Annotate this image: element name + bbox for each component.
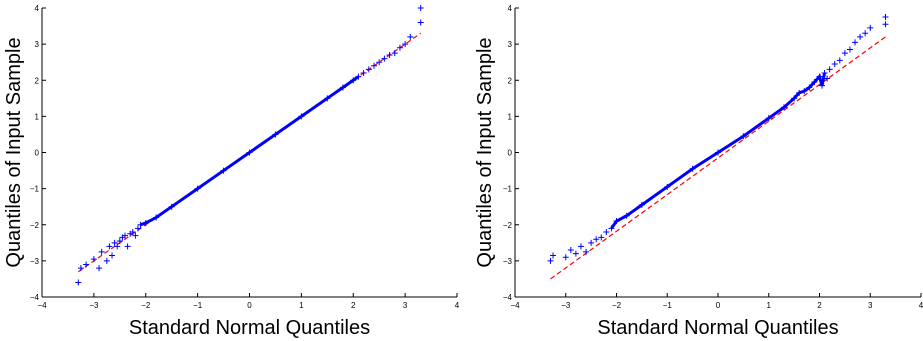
data-point [376,59,383,66]
data-point [882,21,889,28]
y-tick-label: −2 [503,221,513,230]
data-point [129,228,136,235]
data-point [77,265,84,272]
data-point [824,75,831,82]
data-point [360,70,367,77]
data-point [417,5,424,11]
x-tick-label: 2 [817,301,822,310]
x-tick-label: −3 [89,301,99,310]
y-tick-label: 3 [508,40,513,49]
data-point [106,243,113,250]
x-tick-label: −4 [37,301,47,310]
x-tick-label: 4 [919,301,923,310]
data-point [381,55,388,62]
data-point [90,256,97,263]
x-axis-label: Standard Normal Quantiles [597,317,838,339]
data-point [862,30,869,37]
y-tick-label: −1 [30,185,40,194]
data-point [396,44,403,51]
y-tick-label: 4 [35,4,40,13]
data-point [83,261,90,268]
y-tick-label: 1 [35,112,40,121]
data-point [96,265,103,272]
data-point [841,50,848,57]
data-point [391,50,398,57]
chart-panel-2: −4 −3 −2 −1 0 1 2 3 4 −4 −3 −2 −1 0 1 2 3 4 Standard Norma… [474,4,923,339]
data-point [836,57,843,64]
data-point [103,257,110,264]
data-point [572,250,579,257]
data-point [846,46,853,53]
data-point [598,234,605,241]
y-axis-label: Quantiles of Input Sample [3,37,25,267]
x-tick-label: 1 [767,301,772,310]
data-point [603,228,610,235]
x-axis-label: Standard Normal Quantiles [129,317,370,339]
data-point [593,236,600,243]
y-tick-label: −3 [503,257,513,266]
data-point [831,60,838,67]
data-point [386,51,393,58]
data-point [75,279,82,286]
x-tick-label: −4 [510,301,520,310]
x-tick-label: −3 [561,301,571,310]
data-point [852,39,859,46]
data-point [407,33,414,40]
y-tick-label: 0 [35,149,40,158]
data-point [109,252,116,259]
y-tick-label: 2 [35,76,40,85]
data-point [116,238,123,245]
data-point [577,243,584,250]
data-point [402,41,409,48]
y-tick-label: −3 [30,257,40,266]
x-tick-label: 3 [868,301,873,310]
x-tick-label: 3 [403,301,408,310]
data-point [547,257,554,264]
data-point [111,239,118,246]
y-tick-label: −2 [30,221,40,230]
y-tick-label: 4 [508,4,513,13]
x-tick-label: 0 [716,301,721,310]
data-point [134,225,141,232]
x-tick-label: 2 [351,301,356,310]
data-point [417,19,424,26]
data-point [583,248,590,255]
x-tick-label: 0 [247,301,252,310]
y-axis-label: Quantiles of Input Sample [474,37,496,267]
data-point [371,62,377,69]
y-tick-label: −4 [503,293,513,302]
x-tick-label: −2 [141,301,151,310]
data-series-band [140,75,360,227]
y-tick-label: −4 [30,293,40,302]
data-point [857,33,864,40]
y-tick-label: 3 [35,40,40,49]
data-point [826,66,833,73]
data-series-band [610,72,827,230]
x-tick-label: −2 [612,301,622,310]
data-point [114,243,121,250]
x-tick-label: −1 [663,301,673,310]
data-point [588,239,595,246]
x-tick-label: −1 [193,301,203,310]
x-tick-label: 4 [455,301,460,310]
y-tick-label: 1 [508,112,513,121]
data-point [124,243,131,250]
reference-line [550,36,886,280]
data-point [550,252,557,259]
x-tick-label: 1 [299,301,304,310]
y-tick-label: −1 [503,185,513,194]
data-point [132,232,139,239]
data-point [867,24,874,31]
data-point [98,248,105,255]
data-point [122,232,128,239]
data-point [562,254,569,261]
y-tick-label: 2 [508,76,513,85]
data-point [882,14,889,21]
data-point [365,66,372,73]
chart-panel-1: −4 −3 −2 −1 0 1 2 3 4 −4 −3 −2 −1 0 1 2 3 4 Standard Norma… [3,4,460,339]
data-point [567,247,574,254]
y-tick-label: 0 [508,149,513,158]
